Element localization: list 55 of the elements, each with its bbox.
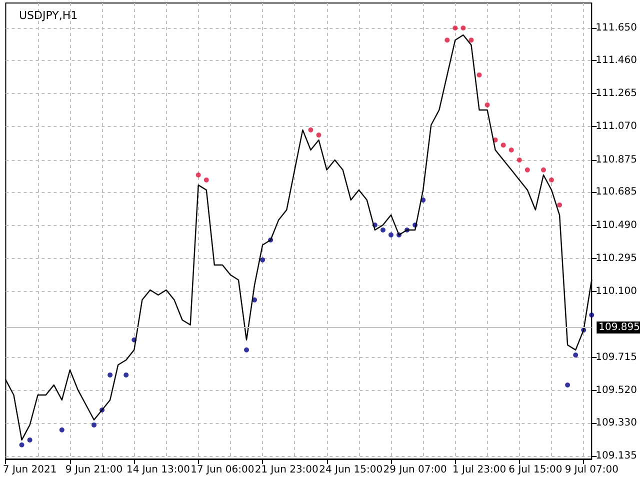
y-tick-label: 110.875	[596, 154, 638, 166]
point	[108, 372, 113, 378]
ref-line-label: 109.895	[598, 322, 640, 333]
point	[484, 102, 490, 108]
point	[540, 167, 546, 172]
point	[500, 142, 506, 148]
point	[260, 257, 266, 262]
x-tick-label: 21 Jun 23:00	[254, 464, 318, 476]
point	[565, 382, 570, 388]
x-tick-label: 9 Jun 21:00	[65, 464, 123, 476]
y-tick-label: 110.295	[596, 253, 638, 264]
point	[452, 26, 458, 31]
point	[92, 422, 97, 428]
point	[388, 232, 394, 238]
point	[196, 172, 201, 178]
point	[59, 427, 64, 432]
y-tick-label: 111.265	[596, 88, 638, 100]
point	[557, 202, 562, 208]
y-tick-label: 109.520	[596, 384, 638, 396]
x-tick-label: 29 Jun 07:00	[383, 464, 447, 476]
y-tick-label: 109.715	[596, 352, 638, 363]
point	[476, 72, 482, 78]
x-tick-label: 14 Jun 13:00	[126, 464, 190, 476]
x-tick-label: 9 Jul 07:00	[564, 464, 618, 476]
y-tick-label: 111.650	[596, 22, 638, 34]
x-tick-label: 7 Jun 2021	[2, 464, 57, 476]
text: USDJPY,H1	[19, 9, 78, 22]
point	[316, 132, 322, 138]
point	[573, 352, 578, 358]
point	[468, 38, 474, 43]
point	[27, 437, 32, 442]
point	[508, 148, 514, 153]
point	[549, 177, 554, 182]
point	[460, 26, 466, 31]
point	[444, 38, 450, 43]
y-tick-label: 111.460	[596, 54, 638, 66]
point	[589, 312, 594, 318]
point	[19, 442, 24, 448]
point	[308, 127, 314, 132]
y-tick-label: 109.135	[596, 450, 638, 462]
point	[524, 167, 530, 172]
point	[204, 177, 209, 182]
point	[124, 372, 129, 378]
y-tick-label: 111.070	[596, 121, 638, 132]
point	[516, 158, 522, 163]
x-tick-label: 24 Jun 15:00	[319, 464, 383, 476]
point	[244, 347, 250, 352]
x-tick-label: 17 Jun 06:00	[190, 464, 254, 476]
point	[380, 227, 386, 232]
x-tick-label: 6 Jul 15:00	[508, 464, 562, 476]
y-tick-label: 109.330	[596, 417, 638, 428]
y-tick-label: 110.490	[596, 220, 638, 231]
y-tick-label: 110.685	[596, 186, 638, 198]
x-tick-label: 1 Jul 23:00	[452, 464, 506, 476]
y-tick-label: 110.100	[596, 286, 638, 298]
